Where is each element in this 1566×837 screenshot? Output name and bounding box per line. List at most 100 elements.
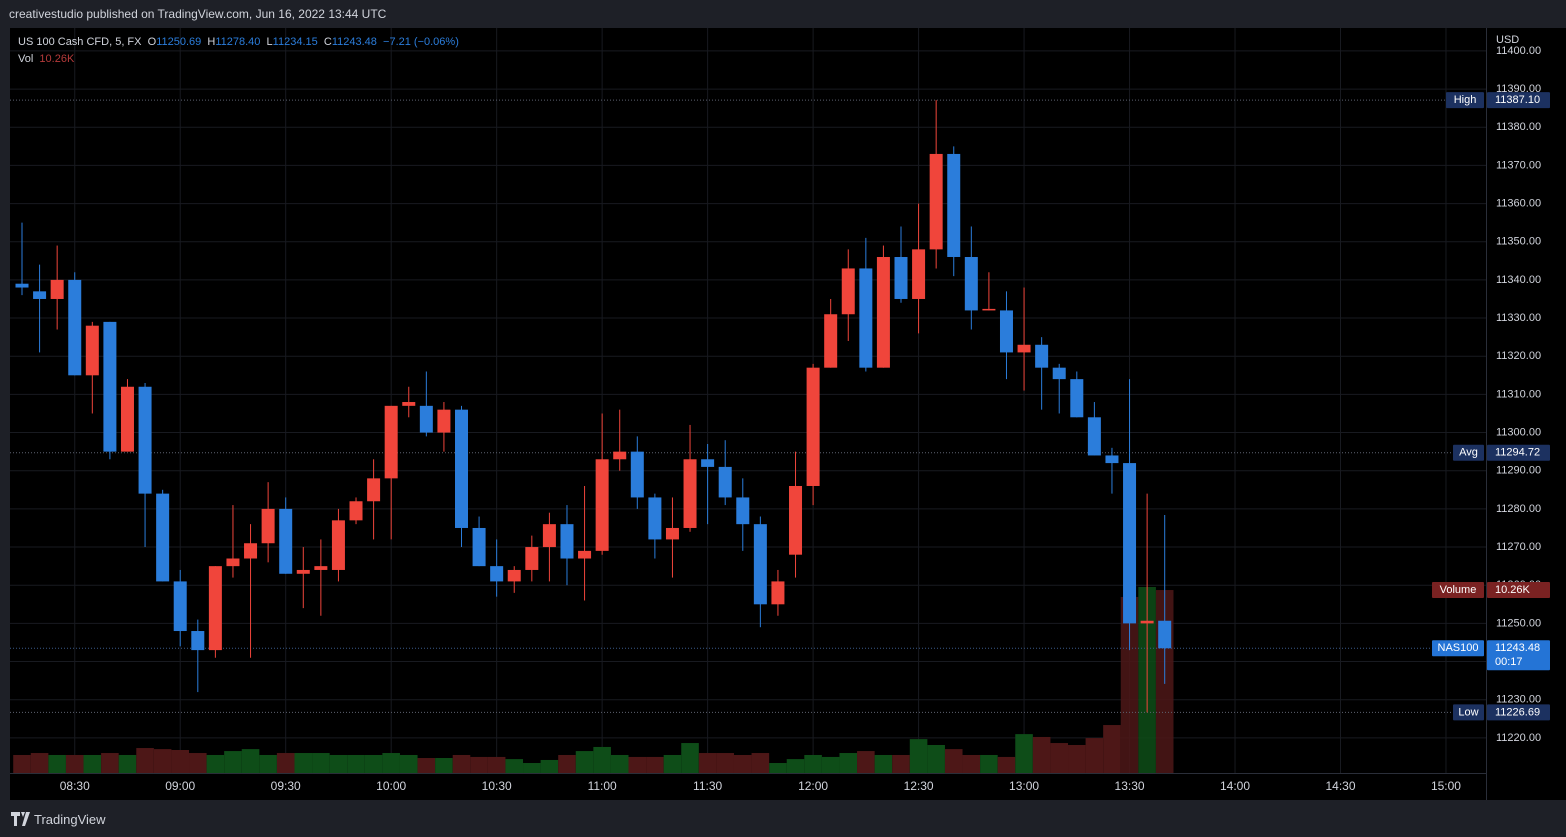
y-tick-label: 11320.00 bbox=[1496, 350, 1541, 362]
tag-name-box bbox=[1432, 582, 1484, 599]
volume-bar bbox=[487, 756, 506, 773]
y-tick-label: 11360.00 bbox=[1496, 197, 1541, 209]
candle-body bbox=[613, 451, 627, 460]
tag-value: 11294.72 bbox=[1495, 447, 1540, 459]
volume-bar bbox=[892, 754, 910, 773]
candle-body bbox=[824, 314, 838, 368]
symbol: US 100 Cash CFD, 5, FX bbox=[18, 36, 142, 48]
footer-brand: TradingView bbox=[34, 812, 106, 827]
volume-bar bbox=[558, 754, 576, 773]
candle-body bbox=[560, 524, 574, 559]
volume-bar bbox=[171, 749, 190, 773]
candle-body bbox=[1070, 379, 1084, 418]
volume-bar bbox=[857, 751, 875, 773]
y-tick-label: 11310.00 bbox=[1496, 388, 1541, 400]
tag-name: Volume bbox=[1440, 584, 1477, 596]
tag-value: 11226.69 bbox=[1495, 706, 1540, 718]
y-tick-label: 11330.00 bbox=[1496, 312, 1541, 324]
top-bar: creativestudio published on TradingView.… bbox=[0, 0, 1566, 28]
tag-name-box bbox=[1453, 704, 1484, 721]
candle-body bbox=[296, 569, 310, 574]
candle-body bbox=[384, 405, 398, 479]
candle-body bbox=[261, 508, 275, 544]
candle-body bbox=[912, 249, 926, 299]
x-tick-label: 08:30 bbox=[60, 779, 90, 793]
volume-bar bbox=[523, 763, 541, 773]
candle-body bbox=[437, 409, 451, 433]
candle-body bbox=[595, 459, 609, 551]
volume-bar bbox=[1050, 743, 1069, 773]
volume-bar bbox=[944, 749, 963, 773]
volume-bar bbox=[575, 751, 594, 773]
candle-body bbox=[718, 466, 732, 498]
candle-body bbox=[191, 631, 205, 651]
tag-name: NAS100 bbox=[1438, 642, 1479, 654]
volume-bar bbox=[276, 753, 295, 773]
volume-bar bbox=[751, 753, 770, 773]
volume-bar bbox=[980, 754, 998, 773]
candle-body bbox=[1035, 344, 1049, 368]
candle-body bbox=[138, 386, 152, 494]
candle-body bbox=[736, 497, 750, 525]
candle-body bbox=[1123, 463, 1137, 624]
x-tick-label: 10:30 bbox=[482, 779, 512, 793]
volume-bar bbox=[663, 754, 682, 773]
candle-body bbox=[648, 497, 662, 540]
volume-bar bbox=[30, 753, 49, 773]
tag-name: Low bbox=[1458, 706, 1478, 718]
tag-countdown: 00:17 bbox=[1495, 656, 1523, 668]
candle-body bbox=[1105, 455, 1119, 464]
price-axis-background bbox=[1486, 28, 1566, 800]
y-tick-label: 11220.00 bbox=[1496, 732, 1541, 744]
candle-body bbox=[1158, 620, 1172, 649]
x-tick-label: 09:00 bbox=[165, 779, 195, 793]
candle-body bbox=[806, 367, 820, 486]
tag-value-box bbox=[1487, 582, 1550, 599]
volume-bar bbox=[101, 753, 119, 773]
candle-body bbox=[947, 153, 961, 257]
x-tick-label: 11:30 bbox=[693, 779, 722, 793]
volume-bar bbox=[839, 753, 858, 773]
volume-bar bbox=[1120, 596, 1139, 773]
volume-bar bbox=[382, 753, 400, 773]
candle-body bbox=[331, 520, 345, 570]
volume-bar bbox=[821, 756, 840, 773]
ohlc-letter: C bbox=[323, 36, 332, 48]
volume-bar bbox=[716, 753, 734, 773]
ohlc-letter: L bbox=[266, 36, 273, 48]
candle-body bbox=[455, 409, 468, 528]
ohlc-value: 11278.40 bbox=[215, 36, 261, 48]
volume-bar bbox=[593, 746, 611, 773]
bottom-bar: TradingView bbox=[0, 800, 1566, 837]
candle-body bbox=[578, 550, 592, 559]
volume-bar bbox=[997, 756, 1016, 773]
candle-body bbox=[507, 569, 521, 582]
ohlc-letter: H bbox=[207, 36, 216, 48]
tag-value: 11387.10 bbox=[1495, 94, 1540, 106]
candle-body bbox=[103, 321, 117, 452]
ohlc-value: 11250.69 bbox=[156, 36, 202, 48]
candles bbox=[15, 100, 1172, 713]
candle-body bbox=[542, 524, 556, 548]
volume-bar bbox=[189, 753, 207, 773]
tag-name: High bbox=[1454, 94, 1477, 106]
tag-value-box bbox=[1487, 92, 1550, 109]
candle-body bbox=[630, 451, 644, 498]
candle-body bbox=[50, 279, 64, 299]
volume-bar bbox=[610, 754, 629, 773]
candle-body bbox=[226, 558, 240, 567]
y-tick-label: 11370.00 bbox=[1496, 159, 1541, 171]
candle-body bbox=[859, 268, 873, 368]
x-tick-label: 13:00 bbox=[1009, 779, 1039, 793]
published-text: creativestudio published on TradingView.… bbox=[9, 7, 387, 21]
candle-body bbox=[999, 310, 1013, 353]
volume-bar bbox=[83, 754, 102, 773]
x-tick-label: 14:00 bbox=[1220, 779, 1250, 793]
volume-bar bbox=[48, 754, 66, 773]
candle-body bbox=[665, 527, 679, 540]
candle-body bbox=[367, 478, 381, 502]
volume-bar bbox=[153, 749, 172, 773]
volume-bar bbox=[136, 748, 154, 773]
y-tick-label: 11400.00 bbox=[1496, 45, 1541, 57]
volume-bar bbox=[927, 745, 945, 773]
